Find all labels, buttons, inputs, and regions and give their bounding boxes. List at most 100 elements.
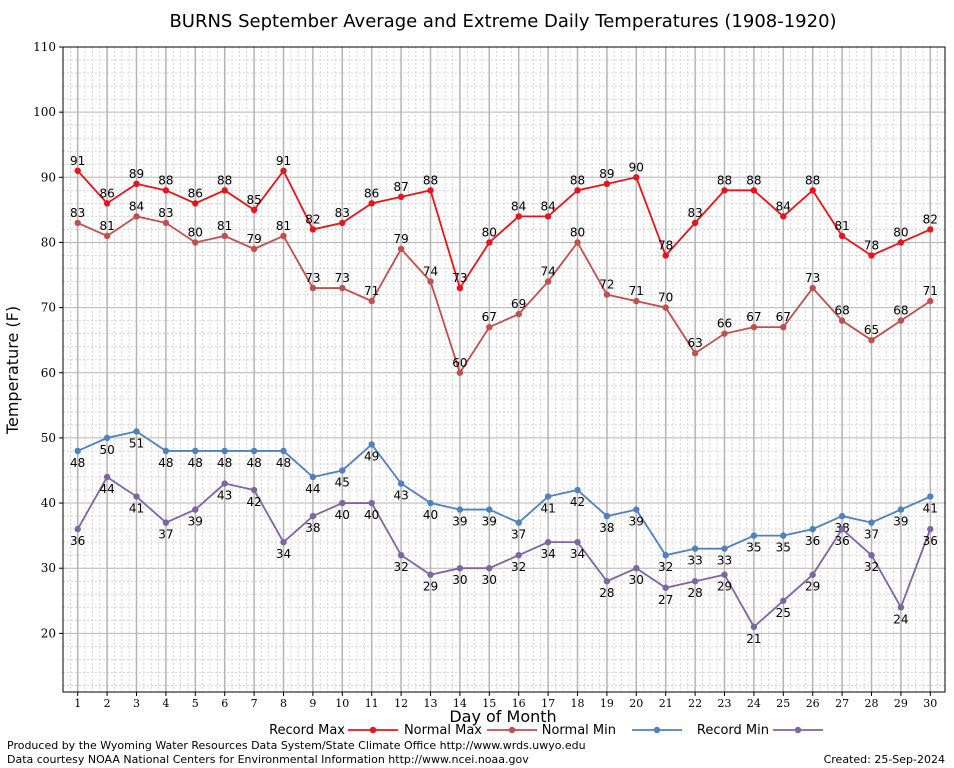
legend-swatch-marker (369, 726, 377, 734)
data-point (868, 519, 875, 526)
data-point (192, 506, 199, 513)
data-point (633, 565, 640, 572)
data-point (397, 245, 405, 253)
data-point (868, 336, 875, 344)
data-point (662, 551, 669, 559)
legend-swatch-marker (794, 726, 802, 734)
grid (62, 46, 946, 692)
data-label: 49 (364, 449, 379, 463)
data-label: 41 (540, 502, 555, 516)
data-point (162, 187, 170, 194)
x-tick-label: 22 (688, 697, 702, 710)
data-point (103, 473, 111, 481)
data-label: 84 (776, 199, 791, 213)
x-tick-label: 3 (133, 697, 140, 710)
data-point (721, 545, 728, 552)
x-axis: 1 2 3 4 5 6 7 8 9 10 11 12 13 14 15 16 17 18 19 20 21 22 23 24 2… (74, 692, 937, 710)
data-point (927, 297, 934, 305)
data-point (691, 350, 699, 357)
y-tick-label: 20 (41, 626, 56, 640)
plot-frame (62, 46, 946, 693)
data-point (309, 284, 317, 292)
y-tick-label: 50 (41, 431, 56, 445)
data-point (574, 486, 581, 494)
data-label: 39 (188, 515, 203, 529)
data-point (897, 317, 905, 324)
data-label: 78 (864, 238, 879, 252)
data-point (897, 239, 905, 246)
data-label: 43 (393, 489, 408, 503)
data-point (750, 187, 758, 194)
data-point (603, 291, 611, 298)
data-label: 82 (923, 212, 938, 226)
data-label: 38 (305, 521, 320, 535)
data-label: 37 (158, 528, 173, 542)
data-point (574, 187, 581, 194)
data-point (486, 565, 493, 572)
x-tick-label: 29 (894, 697, 908, 710)
data-point (368, 297, 375, 305)
data-label: 90 (629, 160, 644, 174)
data-label: 65 (864, 323, 879, 337)
data-point (103, 232, 111, 240)
data-point (603, 512, 611, 520)
data-point (721, 571, 728, 578)
x-tick-label: 28 (865, 697, 879, 710)
data-label: 48 (70, 456, 85, 470)
data-point (250, 206, 258, 214)
x-tick-label: 21 (659, 697, 673, 710)
x-tick-label: 4 (162, 697, 169, 710)
x-tick-label: 1 (74, 697, 81, 710)
data-point (133, 428, 140, 435)
data-point (691, 578, 699, 585)
data-label: 40 (335, 508, 350, 522)
data-point (633, 506, 640, 513)
data-label: 80 (482, 225, 497, 239)
data-point (486, 323, 493, 331)
data-label: 39 (629, 515, 644, 529)
data-point (280, 232, 287, 240)
series-line (76, 475, 932, 629)
data-label: 70 (658, 291, 673, 305)
data-label: 91 (276, 154, 291, 168)
data-point (897, 604, 905, 611)
data-label: 89 (129, 167, 144, 181)
data-point (603, 180, 611, 188)
data-point (74, 219, 81, 227)
data-label: 74 (540, 265, 555, 279)
y-tick-label: 90 (41, 170, 56, 184)
data-point (809, 571, 816, 578)
data-point (339, 219, 346, 227)
x-tick-label: 30 (923, 697, 937, 710)
x-axis-label: Day of Month (449, 707, 556, 726)
data-point (280, 447, 287, 455)
data-label: 67 (746, 310, 761, 324)
data-label: 83 (687, 206, 702, 220)
data-point (486, 239, 493, 246)
data-label: 80 (188, 225, 203, 239)
x-tick-label: 10 (335, 697, 349, 710)
data-label: 67 (482, 310, 497, 324)
data-label: 29 (805, 580, 820, 594)
data-label: 32 (864, 560, 879, 574)
data-label: 81 (217, 219, 232, 233)
data-label: 40 (423, 508, 438, 522)
data-label: 66 (717, 317, 732, 331)
data-point (456, 369, 464, 376)
data-label: 88 (158, 173, 173, 187)
x-tick-label: 25 (776, 697, 790, 710)
data-point (838, 317, 846, 324)
data-point (544, 538, 552, 546)
data-label: 34 (276, 547, 291, 561)
data-label: 27 (658, 593, 673, 607)
x-tick-label: 27 (835, 697, 849, 710)
data-label: 43 (217, 489, 232, 503)
data-point (250, 245, 258, 253)
data-point (192, 239, 199, 246)
data-label: 30 (452, 573, 467, 587)
y-axis-label: Temperature (F) (3, 306, 22, 435)
data-point (221, 187, 228, 194)
x-tick-label: 12 (394, 697, 408, 710)
y-axis: 20 30 40 50 60 70 80 90 100 110 (33, 40, 63, 640)
x-tick-label: 18 (571, 697, 585, 710)
